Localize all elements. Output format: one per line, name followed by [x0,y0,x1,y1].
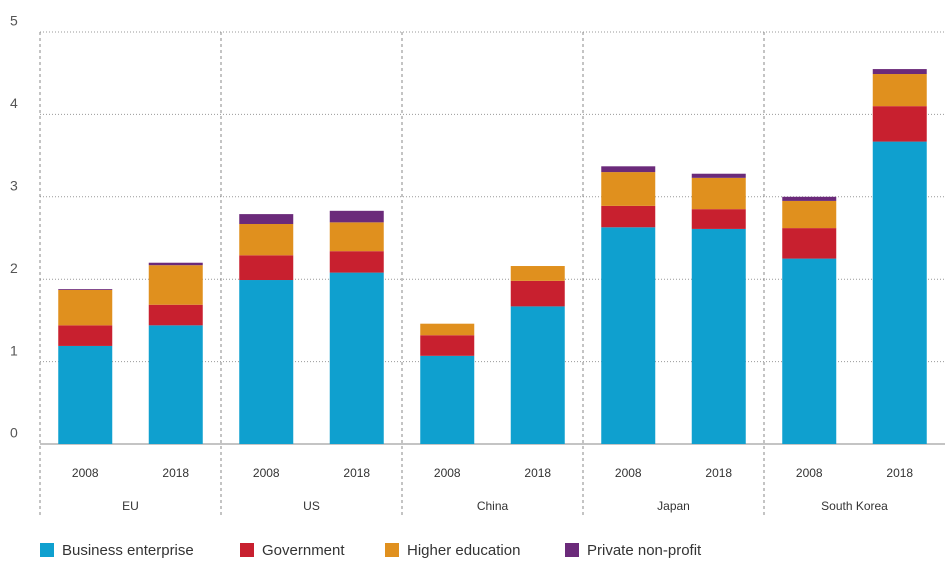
y-tick-label: 2 [10,260,18,276]
y-tick-label: 3 [10,178,18,194]
x-tick-label: 2008 [796,466,823,480]
bar-segment [329,210,384,223]
bar-segment [782,228,837,259]
bar-segment [148,304,203,326]
bar-segment [239,280,294,444]
bar-segment [239,214,294,224]
bar-segment [691,228,746,444]
bar-segment [782,258,837,444]
y-tick-label: 5 [10,13,18,29]
bar-segment [148,325,203,444]
bar-segment [239,223,294,256]
group-label: Japan [657,499,690,513]
group-label: China [477,499,509,513]
x-tick-label: 2008 [615,466,642,480]
bar-segment [329,272,384,444]
x-tick-label: 2008 [253,466,280,480]
bar-segment [148,265,203,305]
legend-swatch [40,543,54,557]
bar-segment [782,196,837,201]
x-tick-label: 2018 [886,466,913,480]
bar-segment [510,306,565,444]
y-tick-label: 0 [10,425,18,441]
bar-segment [58,325,113,346]
bar-segment [510,280,565,307]
bar-segment [420,323,475,336]
bar-segment [420,355,475,444]
x-tick-label: 2008 [72,466,99,480]
bar-segment [510,266,565,281]
bar-segment [691,209,746,229]
group-label: EU [122,499,139,513]
x-tick-label: 2018 [343,466,370,480]
bar-segment [420,335,475,356]
legend-swatch [385,543,399,557]
legend-label: Government [262,542,345,559]
x-tick-label: 2018 [162,466,189,480]
legend-swatch [565,543,579,557]
y-tick-label: 1 [10,342,18,358]
x-tick-label: 2018 [524,466,551,480]
bar-segment [58,289,113,290]
bar-segment [872,106,927,142]
bar-segment [691,173,746,178]
legend-label: Business enterprise [62,542,194,559]
group-label: South Korea [821,499,888,513]
bar-segment [329,222,384,252]
bar-segment [782,200,837,229]
group-label: US [303,499,320,513]
bar-segment [58,345,113,444]
bar-segment [601,166,656,173]
bar-segment [58,289,113,326]
x-tick-label: 2008 [434,466,461,480]
bar-segment [691,177,746,210]
bar-segment [872,69,927,75]
y-tick-label: 4 [10,95,18,111]
bar-segment [872,74,927,107]
bar-segment [601,172,656,206]
bar-segment [148,262,203,266]
bar-segment [601,227,656,444]
legend-label: Higher education [407,542,520,559]
legend-swatch [240,543,254,557]
bar-segment [329,251,384,273]
x-tick-label: 2018 [705,466,732,480]
bar-segment [601,205,656,228]
bar-segment [239,255,294,281]
legend-label: Private non-profit [587,542,702,559]
bar-segment [872,141,927,445]
